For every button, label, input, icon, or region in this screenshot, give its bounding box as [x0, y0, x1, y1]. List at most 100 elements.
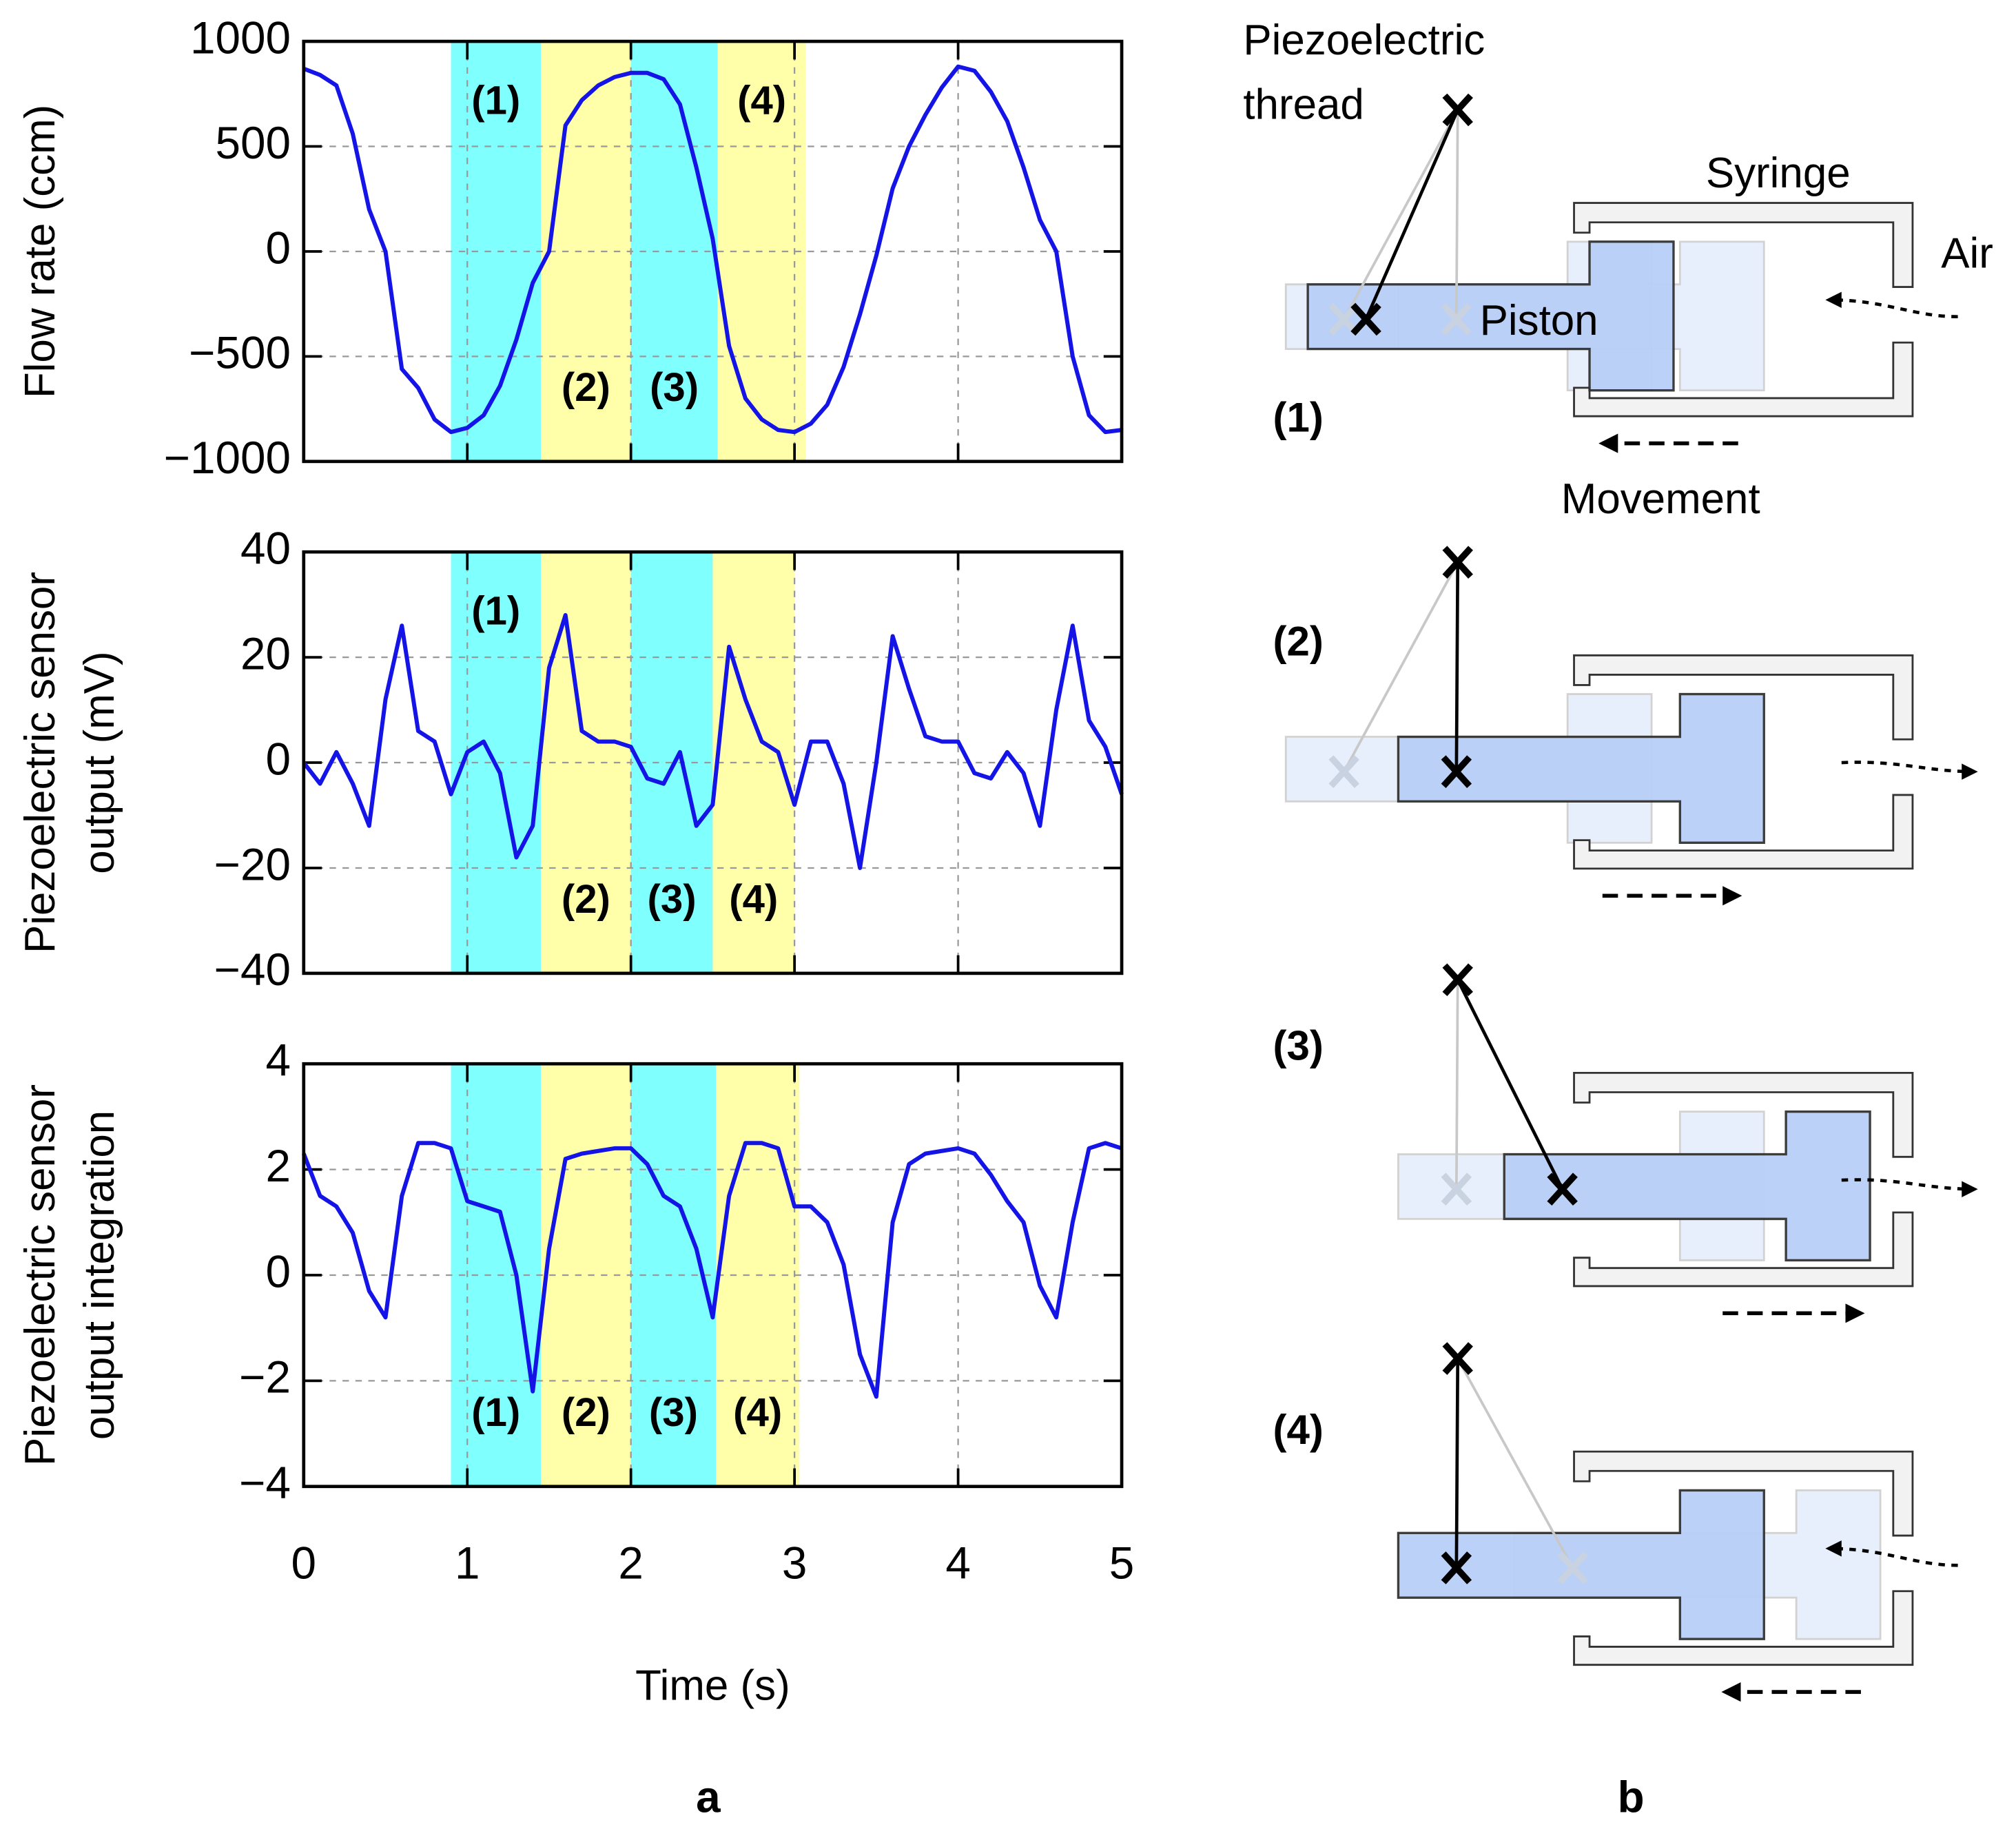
y-tick-label: −1000	[164, 433, 291, 483]
phase-label: (2)	[562, 365, 610, 410]
syringe-wall	[1573, 1590, 1914, 1666]
y-tick-label: 0	[266, 1246, 291, 1296]
x-tick-label: 1	[455, 1538, 480, 1588]
x-tick-label: 2	[618, 1538, 644, 1588]
chart: (1) (2) (3) (4) −40 −20 0 20 40 Piezoelectric sen…	[17, 524, 1124, 995]
phase-label: (1)	[471, 78, 520, 123]
thread-x	[1547, 1172, 1578, 1206]
thread	[1454, 562, 1460, 772]
thread	[1456, 979, 1564, 1190]
phase-label: (3)	[650, 365, 699, 410]
chart: (1) (2) (3) (4) −4 −2 0 2 4 0 1 2 3 4 5 Piezoelectric s…	[17, 1035, 1135, 1710]
phase-label: (4)	[733, 1390, 782, 1435]
phase-label: (4)	[729, 877, 778, 922]
thread-x	[1442, 93, 1473, 127]
data-line	[302, 64, 1122, 435]
ghost-thread	[1457, 1358, 1574, 1569]
movement-label: Movement	[1561, 475, 1760, 523]
y-tick-label: −500	[189, 328, 291, 378]
y-axis-label: Flow rate (ccm)	[17, 105, 64, 398]
plot-frame	[302, 1062, 1124, 1489]
stage-label: (1)	[1273, 395, 1324, 441]
data-line	[302, 612, 1124, 870]
stage-label: (2)	[1273, 618, 1324, 664]
thread-label: thread	[1243, 81, 1364, 129]
y-tick-label: 0	[266, 223, 291, 273]
piston-label: Piston	[1480, 297, 1598, 344]
stage-label: (3)	[1273, 1023, 1324, 1069]
y-tick-label: 2	[266, 1141, 291, 1191]
y-tick-label: −4	[239, 1458, 291, 1508]
y-tick-label: −20	[214, 839, 291, 889]
piston	[1306, 240, 1675, 392]
y-tick-label: 40	[240, 524, 291, 574]
air-arrow	[1825, 291, 1958, 319]
syringe-label: Syringe	[1706, 149, 1851, 197]
thread-x	[1441, 1551, 1472, 1584]
y-tick-label: 500	[216, 118, 291, 168]
syringe-wall	[1573, 202, 1914, 288]
y-axis-label: Piezoelectric sensor	[17, 572, 64, 953]
plot-frame	[302, 39, 1124, 464]
thread-x	[1350, 302, 1381, 336]
stage	[1397, 963, 1978, 1323]
syringe-wall	[1573, 341, 1914, 417]
syringe-wall	[1573, 654, 1914, 741]
ghost-thread	[1454, 980, 1459, 1190]
syringe-wall	[1573, 1071, 1914, 1158]
stage-label: (4)	[1273, 1407, 1324, 1453]
y-axis-label: output integration	[76, 1110, 123, 1440]
x-tick-label: 3	[782, 1538, 808, 1588]
stage	[1397, 1342, 1958, 1702]
y-tick-label: −2	[239, 1352, 291, 1403]
thread-x	[1441, 302, 1472, 336]
plot-frame	[302, 550, 1124, 975]
stage	[1284, 93, 1958, 453]
phase-label: (2)	[562, 1390, 610, 1435]
y-tick-label: 1000	[190, 12, 291, 63]
y-tick-label: 0	[266, 734, 291, 784]
panel-label: b	[1618, 1773, 1645, 1822]
panel-label: a	[696, 1773, 721, 1822]
piston	[1503, 1110, 1871, 1262]
phase-label: (4)	[737, 78, 786, 123]
thread-x	[1328, 302, 1359, 336]
thread	[1364, 109, 1459, 320]
x-tick-label: 4	[945, 1538, 971, 1588]
piston	[1397, 692, 1765, 845]
chart: (1) (2) (3) (4) −1000 −500 0 500 1000 Flow rate (…	[17, 12, 1124, 483]
thread-x	[1442, 546, 1473, 579]
thread-x	[1557, 1551, 1588, 1584]
phase-label: (3)	[648, 877, 697, 922]
ghost-thread	[1454, 110, 1459, 320]
y-axis-label: Piezoelectric sensor	[17, 1084, 64, 1466]
air-arrow	[1825, 1540, 1958, 1567]
thread-x	[1442, 1342, 1473, 1375]
data-line	[301, 1141, 1122, 1399]
y-tick-label: 4	[266, 1035, 291, 1086]
phase-label: (2)	[562, 877, 610, 922]
thread	[1454, 1358, 1460, 1568]
phase-label: (1)	[471, 589, 520, 634]
stage	[1284, 546, 1978, 906]
x-axis-label: Time (s)	[635, 1662, 790, 1709]
air-arrow	[1841, 761, 1978, 780]
air-label: Air	[1941, 229, 1993, 277]
ghost-thread	[1343, 109, 1459, 320]
phase-label: (3)	[649, 1390, 698, 1435]
x-tick-label: 0	[291, 1538, 317, 1588]
thread-x	[1441, 755, 1472, 788]
ghost-thread	[1343, 561, 1459, 773]
syringe-wall	[1573, 1450, 1914, 1537]
thread-x	[1328, 755, 1359, 788]
y-tick-label: −40	[214, 944, 291, 995]
thread-label: Piezoelectric	[1243, 17, 1485, 64]
y-axis-label: output (mV)	[76, 651, 123, 874]
thread-x	[1441, 1172, 1472, 1206]
air-arrow	[1841, 1178, 1978, 1197]
y-tick-label: 20	[240, 628, 291, 679]
diagram: (1) (2) (3) (4)	[1273, 93, 1978, 1702]
thread-x	[1442, 963, 1473, 997]
